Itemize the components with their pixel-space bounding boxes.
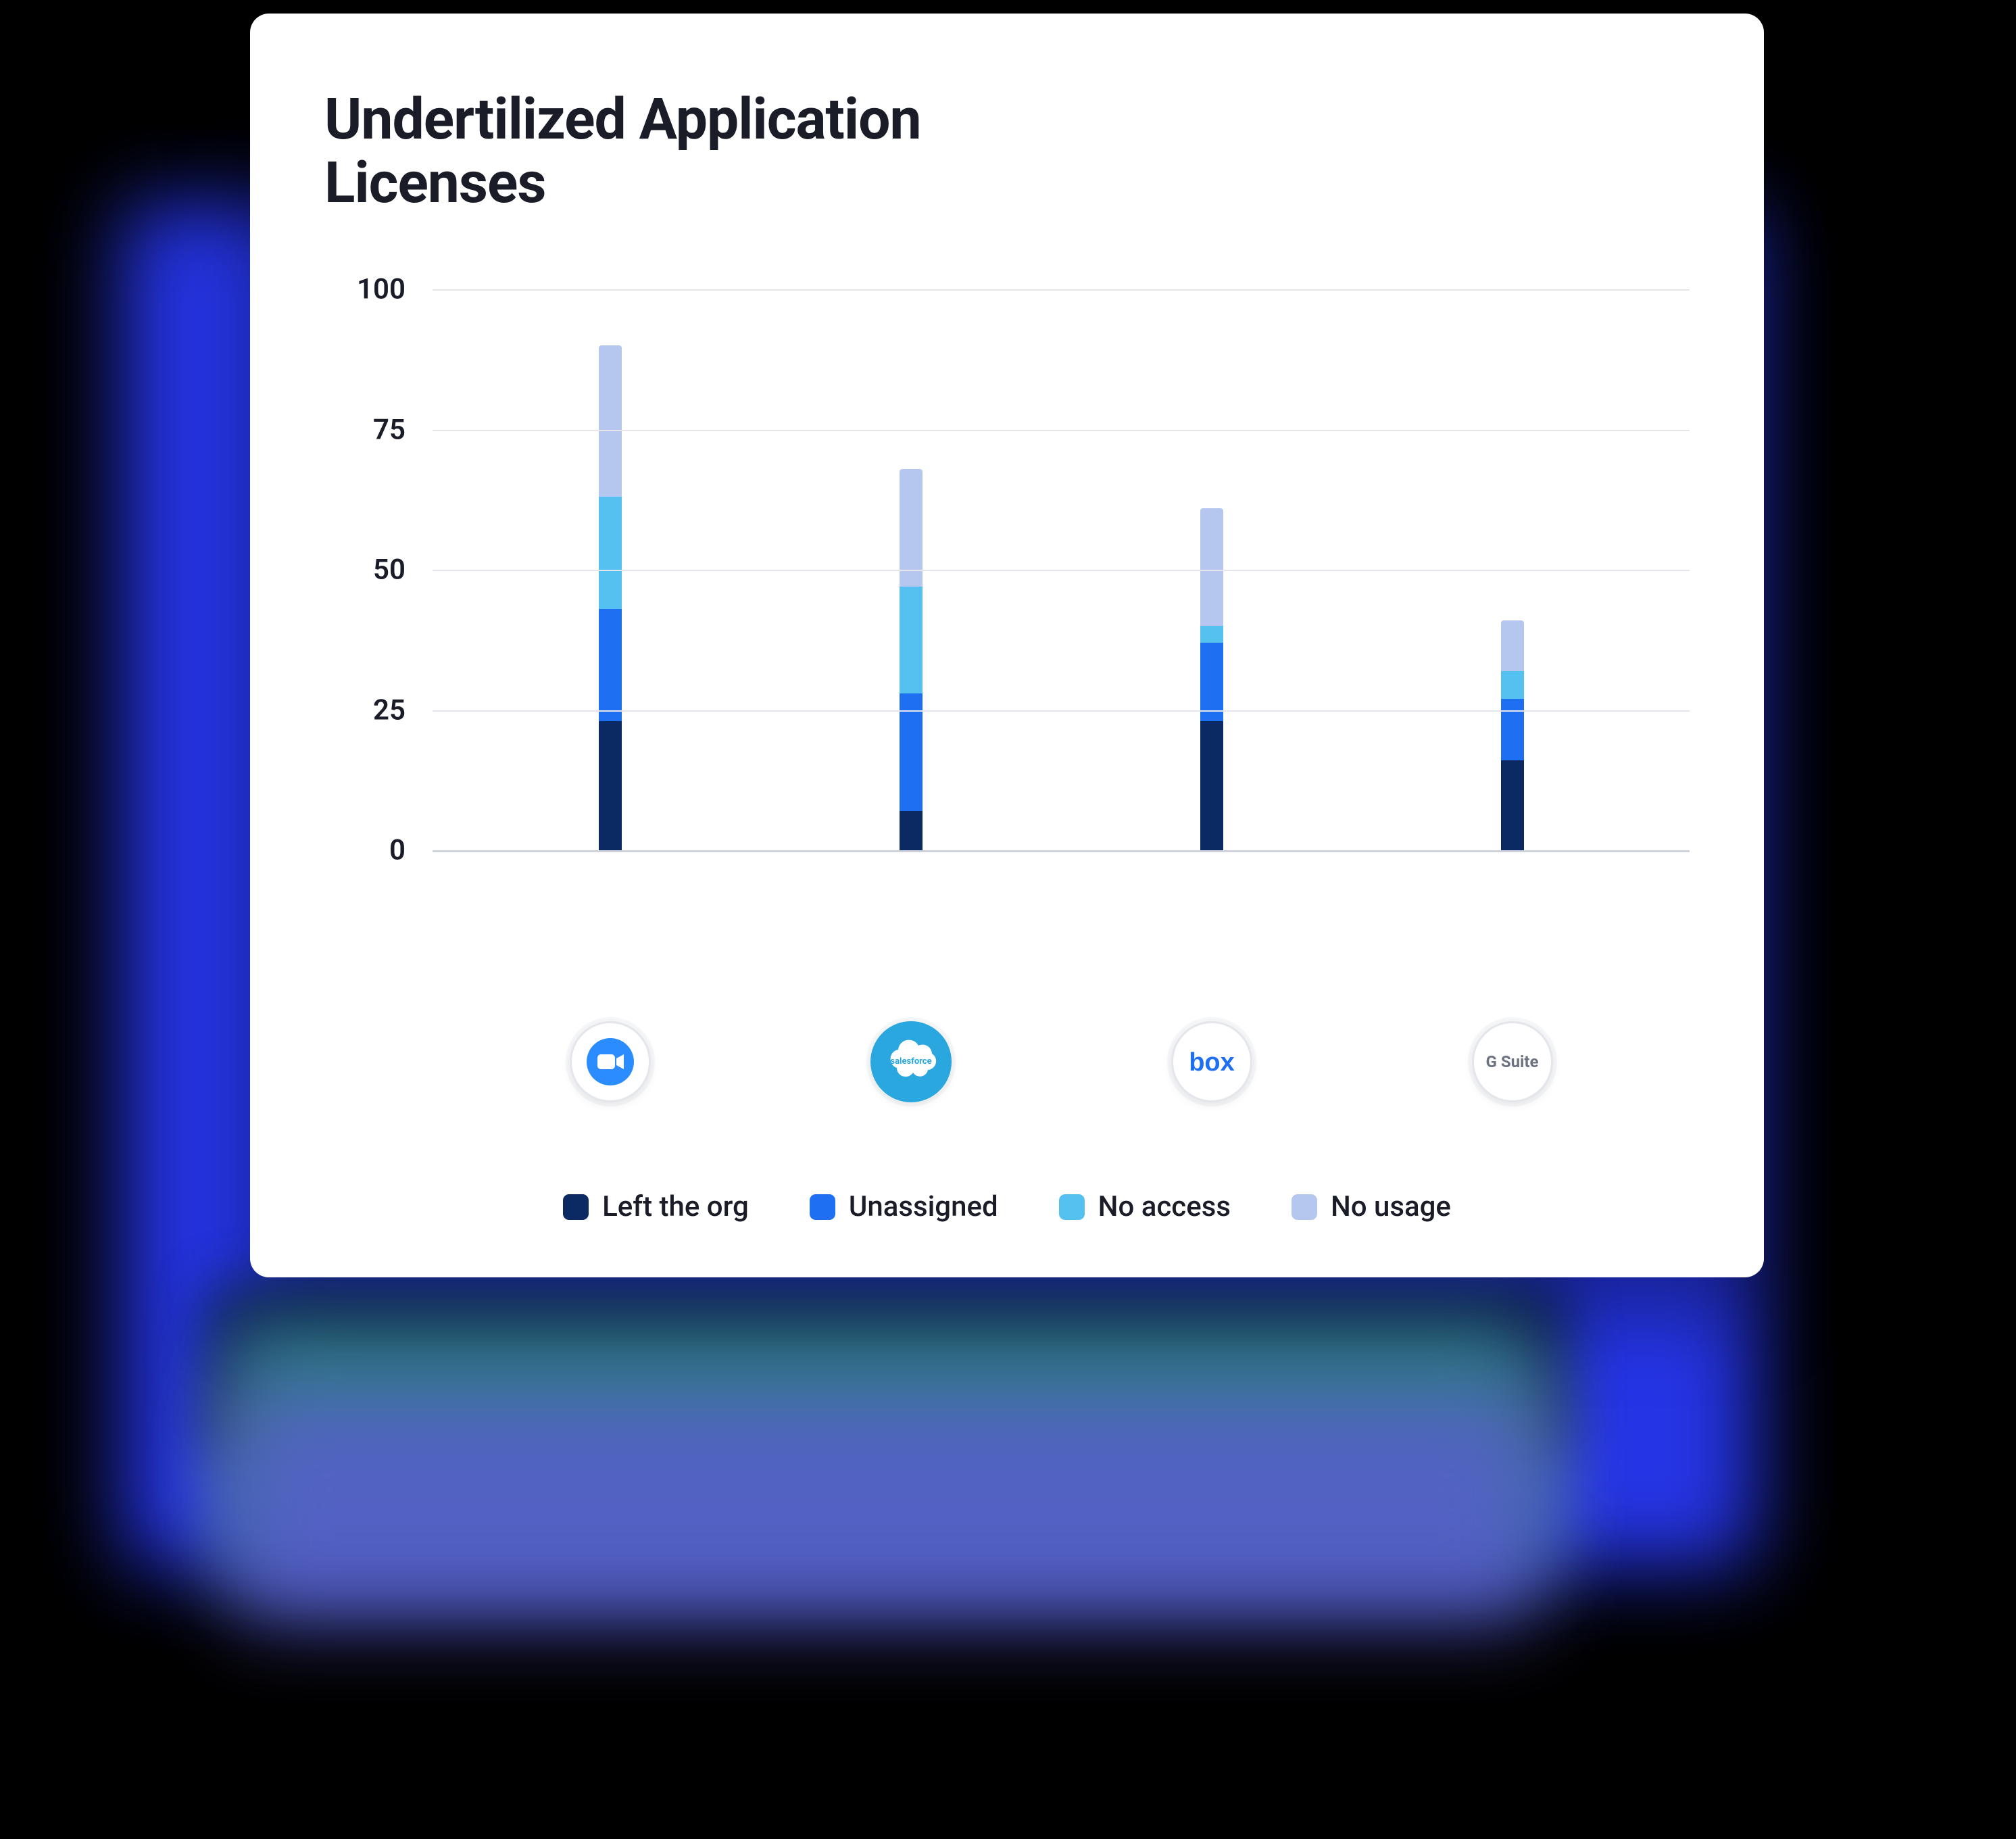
y-tick-label: 50 — [373, 554, 405, 587]
bar-segment-left_the_org — [599, 721, 622, 850]
bar-segment-no_usage — [599, 345, 622, 497]
bar-segment-no_usage — [900, 469, 923, 587]
app-icons-row: salesforce box G Suite — [433, 994, 1690, 1102]
legend-label: Unassigned — [849, 1190, 998, 1223]
box-icon: box — [1171, 1021, 1252, 1102]
gsuite-icon: G Suite — [1472, 1021, 1553, 1102]
chart-legend: Left the org Unassigned No access No usage — [324, 1190, 1690, 1223]
bar-segment-left_the_org — [900, 811, 923, 850]
legend-label: No access — [1098, 1190, 1231, 1223]
legend-item-no_access: No access — [1059, 1190, 1231, 1223]
svg-text:box: box — [1189, 1048, 1235, 1077]
bar-zoom — [599, 345, 622, 850]
backdrop-glow-indigo — [230, 1392, 1541, 1622]
bar-segment-unassigned — [1501, 699, 1524, 760]
legend-label: No usage — [1331, 1190, 1451, 1223]
bar-box — [1200, 508, 1223, 850]
bar-segment-no_access — [1200, 626, 1223, 643]
legend-swatch — [563, 1194, 589, 1220]
y-tick-label: 75 — [373, 413, 405, 446]
x-axis-baseline — [433, 850, 1690, 852]
chart-area: 0255075100 — [324, 289, 1690, 994]
bar-segment-left_the_org — [1200, 721, 1223, 850]
y-axis: 0255075100 — [324, 289, 433, 850]
zoom-icon — [570, 1021, 651, 1102]
chart-title: Undertilized Application Licenses — [324, 88, 1135, 215]
legend-label: Left the org — [602, 1190, 749, 1223]
bar-segment-no_access — [599, 497, 622, 609]
salesforce-icon: salesforce — [870, 1021, 952, 1102]
legend-swatch — [1292, 1194, 1317, 1220]
bar-segment-no_access — [1501, 671, 1524, 700]
bar-segment-left_the_org — [1501, 760, 1524, 850]
gridline — [433, 289, 1690, 291]
legend-item-unassigned: Unassigned — [810, 1190, 998, 1223]
gridline — [433, 710, 1690, 712]
legend-swatch — [810, 1194, 835, 1220]
bar-gsuite — [1501, 620, 1524, 850]
legend-item-no_usage: No usage — [1292, 1190, 1451, 1223]
y-tick-label: 100 — [357, 273, 405, 306]
chart-card: Undertilized Application Licenses 0 25 50 7… — [250, 14, 1764, 1277]
chart-plot — [433, 289, 1690, 850]
bar-segment-no_usage — [1501, 620, 1524, 671]
bar-segment-unassigned — [599, 609, 622, 721]
gridline — [433, 570, 1690, 571]
gridline — [433, 430, 1690, 431]
svg-text:salesforce: salesforce — [890, 1056, 931, 1066]
legend-swatch — [1059, 1194, 1085, 1220]
y-tick-label: 25 — [373, 693, 405, 727]
bar-segment-no_usage — [1200, 508, 1223, 626]
bar-salesforce — [900, 469, 923, 850]
bar-segment-no_access — [900, 587, 923, 693]
y-tick-label: 0 — [389, 834, 405, 867]
legend-item-left_the_org: Left the org — [563, 1190, 749, 1223]
